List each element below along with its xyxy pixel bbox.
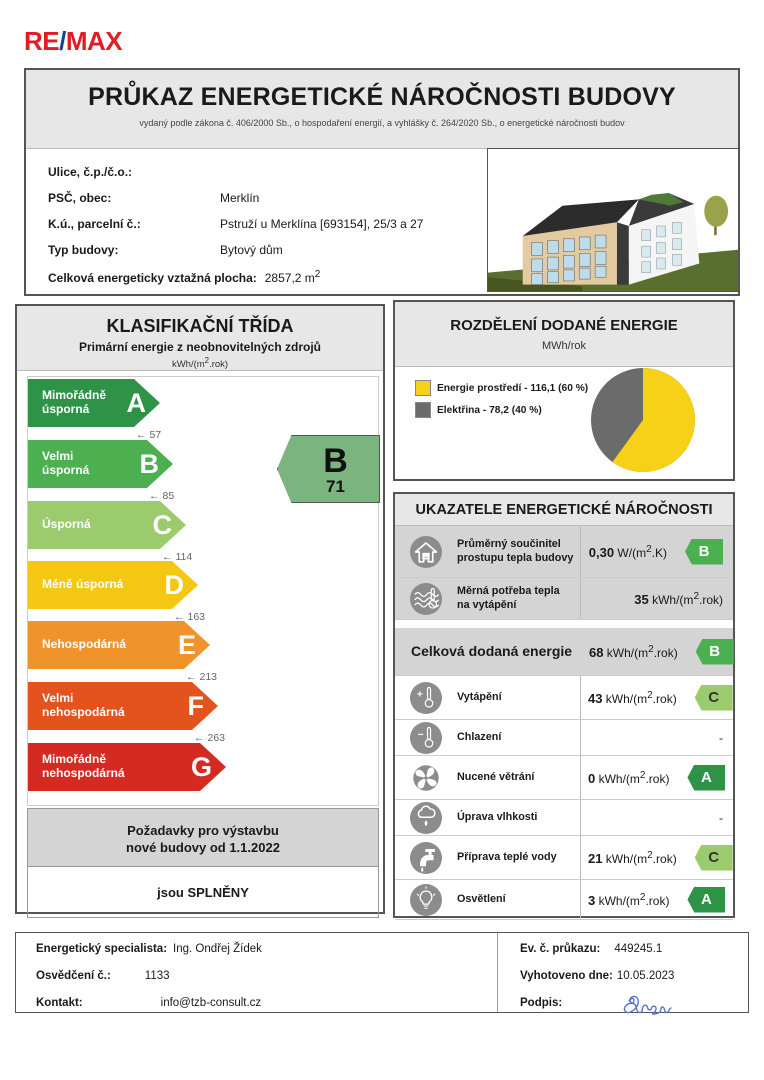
svg-text:−: − [418,729,424,740]
svg-text:+: + [417,689,423,700]
